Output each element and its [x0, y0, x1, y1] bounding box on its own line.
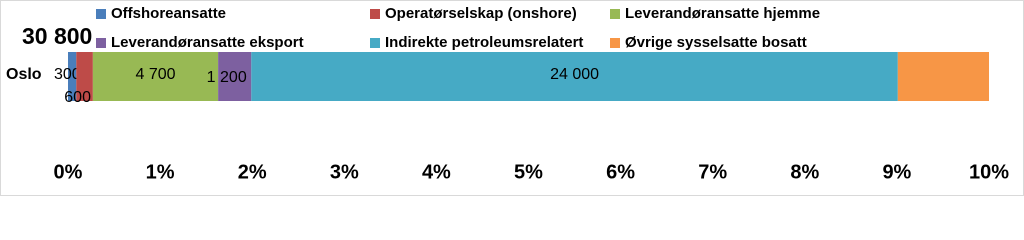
bar-segment: [68, 52, 77, 101]
bar-segment: [897, 52, 989, 101]
legend-label: Operatørselskap (onshore): [385, 5, 577, 22]
chart: 30 800 Oslo Offshoreansatte Operatørselsk…: [0, 0, 1024, 196]
bar-segment: [92, 52, 219, 101]
data-label: 300: [54, 66, 81, 83]
legend-swatch: [610, 9, 620, 19]
bar-segment: [76, 52, 93, 101]
x-tick-label: 0%: [54, 161, 83, 183]
x-tick-label: 5%: [514, 161, 543, 183]
y-category-label: Oslo: [6, 66, 42, 83]
data-label: 4 700: [135, 66, 175, 83]
legend-label: Øvrige sysselsatte bosatt: [625, 34, 807, 51]
x-tick-label: 9%: [882, 161, 911, 183]
x-tick-label: 2%: [238, 161, 267, 183]
legend-swatch: [96, 9, 106, 19]
legend-label: Indirekte petroleumsrelatert: [385, 34, 583, 51]
legend-swatch: [370, 9, 380, 19]
x-tick-label: 6%: [606, 161, 635, 183]
data-label: 600: [64, 89, 91, 106]
x-tick-label: 1%: [146, 161, 175, 183]
legend-label: Leverandøransatte hjemme: [625, 5, 820, 22]
legend-swatch: [96, 38, 106, 48]
bar-segment: [251, 52, 898, 101]
data-label: 24 000: [550, 66, 599, 83]
legend-label: Offshoreansatte: [111, 5, 226, 22]
legend-swatch: [370, 38, 380, 48]
legend-label: Leverandøransatte eksport: [111, 34, 304, 51]
x-tick-label: 4%: [422, 161, 451, 183]
legend-swatch: [610, 38, 620, 48]
total-label: 30 800: [22, 23, 92, 49]
x-tick-label: 8%: [790, 161, 819, 183]
x-tick-label: 3%: [330, 161, 359, 183]
data-label: 1 200: [207, 69, 247, 86]
bar-segment: [218, 52, 252, 101]
x-tick-label: 10%: [969, 161, 1009, 183]
x-tick-label: 7%: [698, 161, 727, 183]
